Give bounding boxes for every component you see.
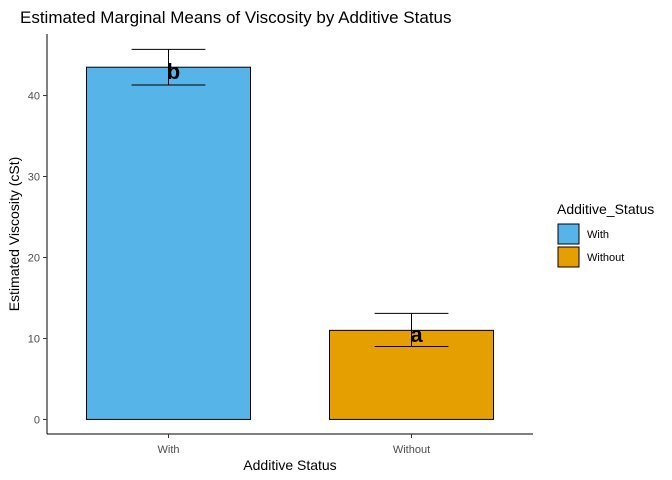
legend-key-without: [557, 246, 580, 268]
y-tick-label: 40: [28, 91, 40, 103]
plot-area: 0 10 20 30 40 b With a Without: [28, 34, 533, 456]
y-tick-label: 30: [28, 172, 40, 184]
x-tick-label: Without: [393, 444, 430, 456]
legend-title: Additive_Status: [557, 201, 654, 217]
x-axis-title: Additive Status: [243, 457, 336, 473]
y-tick-label: 20: [28, 252, 40, 264]
legend-key-with: [557, 223, 580, 245]
legend: Additive_Status With Without: [557, 201, 654, 268]
y-axis-title: Estimated Viscosity (cSt): [6, 157, 22, 312]
y-tick-label: 0: [34, 414, 40, 426]
significance-letter: b: [167, 59, 180, 84]
bar-with: [85, 66, 252, 420]
significance-letter: a: [410, 322, 423, 347]
legend-label: With: [587, 229, 609, 241]
legend-label: Without: [587, 252, 624, 264]
x-tick-label: With: [158, 444, 180, 456]
y-tick-label: 10: [28, 333, 40, 345]
chart-title: Estimated Marginal Means of Viscosity by…: [20, 8, 452, 27]
